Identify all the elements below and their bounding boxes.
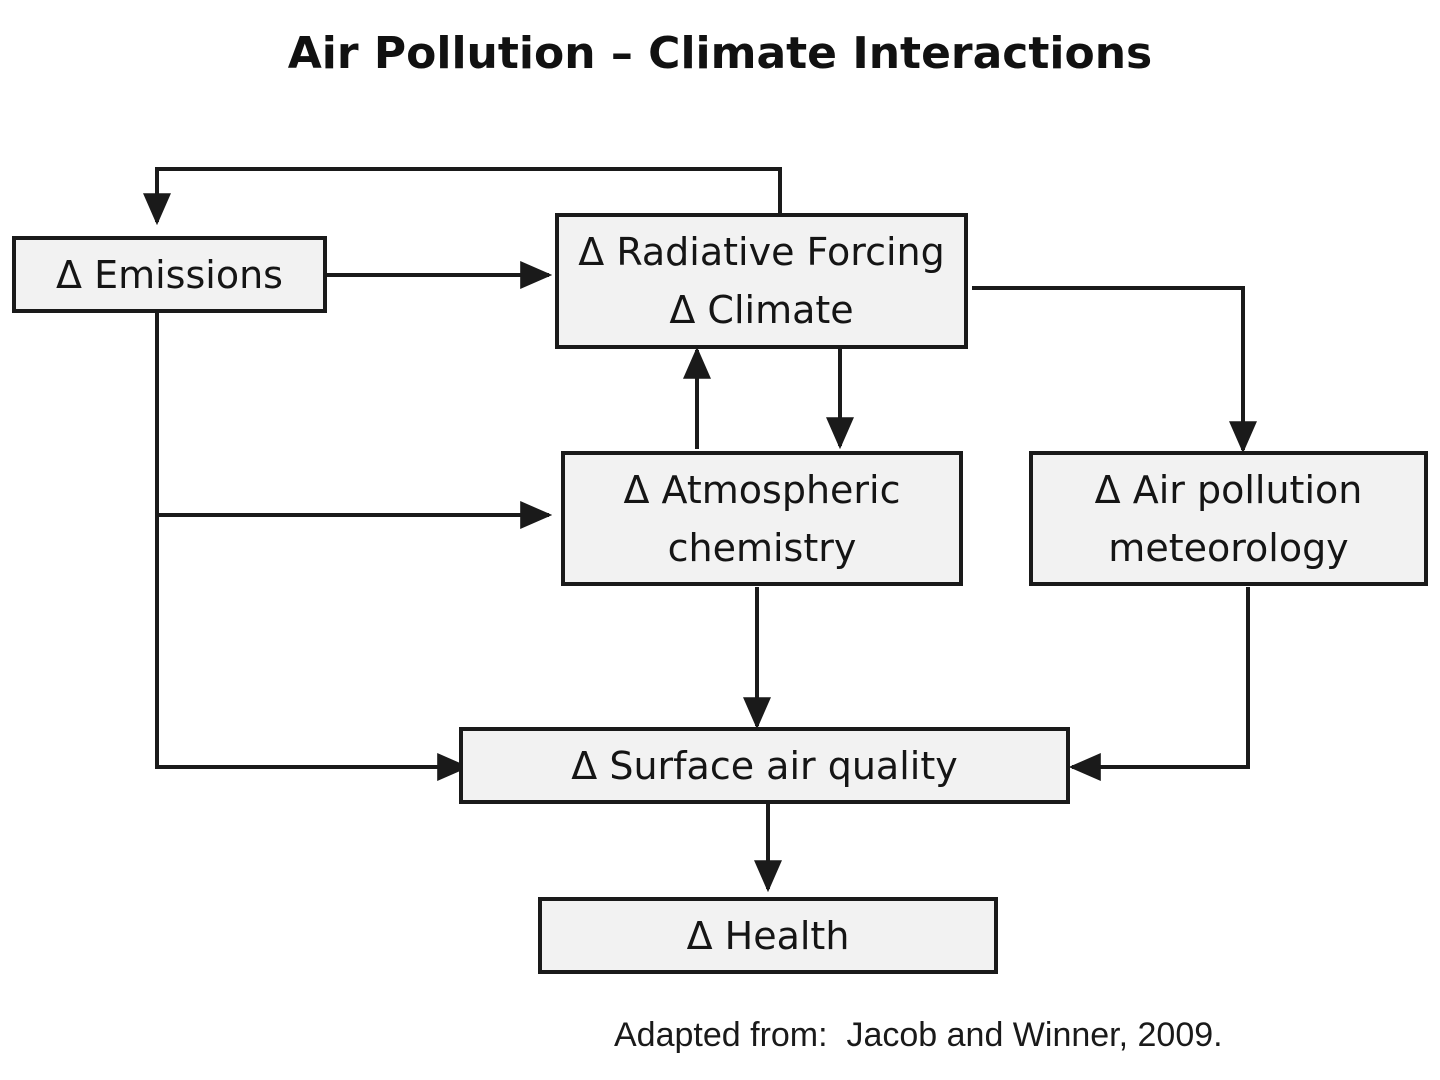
arrow-emissions-to-surface <box>155 313 470 781</box>
atmospheric-chemistry-label-line1: Δ Atmospheric <box>623 467 901 512</box>
arrow-climate-to-emissions <box>143 167 782 226</box>
climate-label: Δ Climate <box>669 288 854 332</box>
atmospheric-chemistry-box: Δ Atmospheric chemistry <box>561 451 963 586</box>
source-credit: Adapted from: Jacob and Winner, 2009. <box>614 1016 1223 1054</box>
emissions-label: Δ Emissions <box>56 252 283 297</box>
emissions-box: Δ Emissions <box>12 236 327 313</box>
arrow-radiative-to-meteorology <box>972 286 1257 454</box>
surface-air-quality-box: Δ Surface air quality <box>459 727 1070 804</box>
health-label: Δ Health <box>686 913 850 958</box>
meteorology-label-line1: Δ Air pollution <box>1094 467 1363 512</box>
diagram-title: Air Pollution – Climate Interactions <box>287 28 1153 79</box>
radiative-forcing-label: Δ Radiative Forcing <box>578 230 945 274</box>
atmospheric-chemistry-label-line2: chemistry <box>667 525 857 570</box>
radiative-forcing-box: Δ Radiative Forcing Δ Climate <box>555 213 968 349</box>
arrow-meteorology-to-surface <box>1068 587 1250 781</box>
meteorology-label-line2: meteorology <box>1108 525 1349 570</box>
surface-air-quality-label: Δ Surface air quality <box>571 743 958 788</box>
health-box: Δ Health <box>538 897 998 974</box>
air-pollution-meteorology-box: Δ Air pollution meteorology <box>1029 451 1428 586</box>
